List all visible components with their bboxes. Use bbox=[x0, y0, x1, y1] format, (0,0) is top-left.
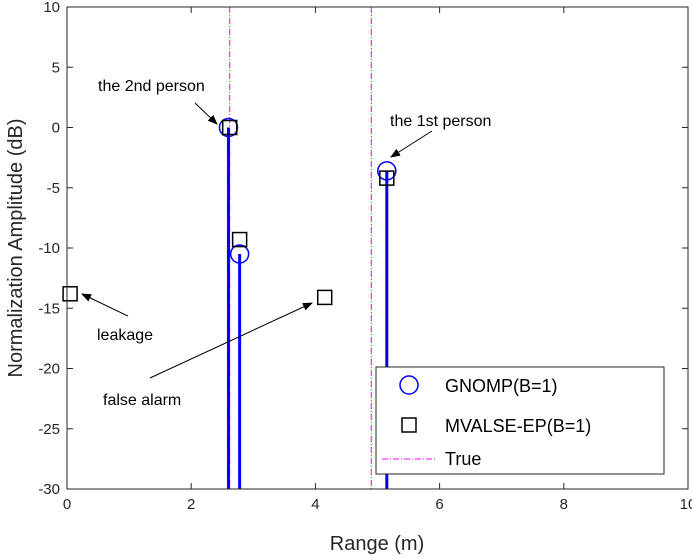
x-tick-label: 8 bbox=[560, 496, 568, 513]
x-tick-label: 2 bbox=[187, 496, 195, 513]
x-tick-label: 6 bbox=[435, 496, 443, 513]
x-tick-label: 0 bbox=[63, 496, 71, 513]
y-tick-label: -15 bbox=[38, 300, 60, 317]
annotation-false-alarm: false alarm bbox=[103, 392, 181, 409]
annotation-leakage: leakage bbox=[97, 327, 153, 344]
legend-box bbox=[375, 366, 665, 475]
legend-gnomp-marker bbox=[399, 375, 419, 395]
annotation-2nd-person: the 2nd person bbox=[98, 78, 205, 95]
mvalse-point bbox=[379, 170, 395, 186]
y-tick-label: 10 bbox=[43, 0, 60, 16]
y-tick-label: -30 bbox=[38, 481, 60, 498]
legend-mvalse-label: MVALSE-EP(B=1) bbox=[445, 416, 591, 436]
mvalse-point bbox=[62, 286, 78, 302]
legend-mvalse-marker bbox=[401, 417, 417, 433]
gnomp-point bbox=[229, 244, 250, 264]
mvalse-point bbox=[231, 231, 248, 248]
gnomp-point bbox=[377, 161, 397, 181]
legend-gnomp-label: GNOMP(B=1) bbox=[445, 376, 558, 396]
mvalse-point bbox=[316, 289, 333, 306]
annotation-1st-person: the 1st person bbox=[390, 113, 491, 130]
y-tick-label: -20 bbox=[38, 361, 60, 378]
x-tick-label: 10 bbox=[680, 496, 692, 513]
annotation-arrow-leakage bbox=[81, 293, 129, 317]
annotation-arrow-false-alarm bbox=[149, 302, 313, 379]
legend: GNOMP(B=1) MVALSE-EP(B=1) True bbox=[375, 366, 665, 475]
mvalse-point bbox=[221, 119, 238, 136]
annotation-arrow-2nd bbox=[194, 102, 218, 125]
x-axis-label: Range (m) bbox=[330, 533, 424, 555]
gnomp-point bbox=[218, 117, 239, 138]
x-tick-label: 4 bbox=[311, 496, 319, 513]
legend-true-label: True bbox=[445, 449, 481, 469]
y-tick-label: -10 bbox=[38, 240, 60, 257]
y-tick-label: 5 bbox=[52, 59, 60, 76]
annotation-arrow-1st bbox=[390, 130, 433, 158]
y-tick-label: -5 bbox=[47, 180, 60, 197]
y-tick-label: 0 bbox=[52, 120, 60, 137]
y-axis-label: Normalization Amplitude (dB) bbox=[5, 119, 27, 378]
y-tick-label: -25 bbox=[38, 421, 60, 438]
